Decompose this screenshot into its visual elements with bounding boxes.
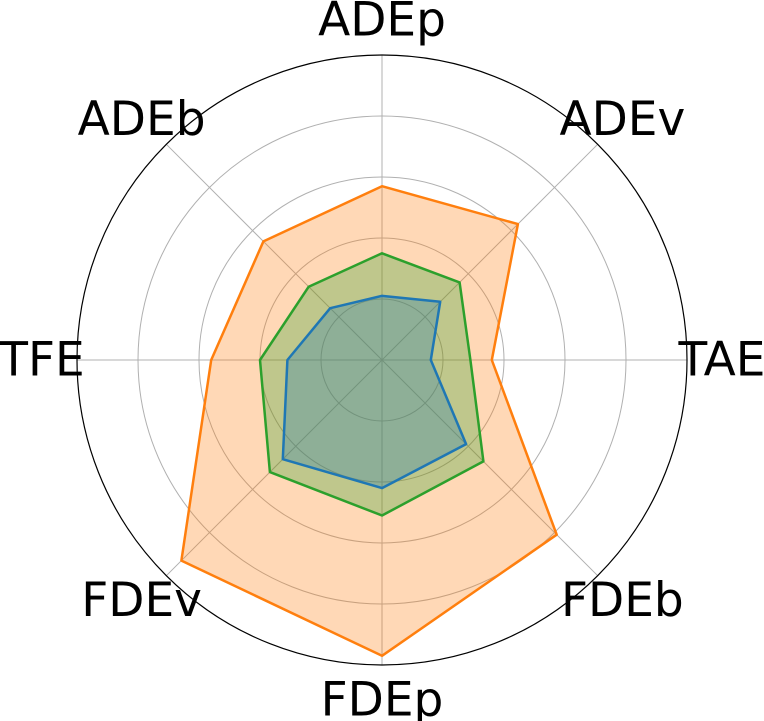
axis-label-ADEb: ADEb [78,92,206,147]
series-3-line [281,294,468,490]
spoke-ADEv [381,143,599,361]
spoke-FDEb [381,359,599,577]
spoke-ADEb [165,143,383,361]
spoke-FDEv [165,359,383,577]
axis-label-ADEv: ADEv [559,92,685,147]
series-3-area [282,295,467,489]
series-1-line [180,184,558,658]
axis-label-TFE: TFE [0,333,85,388]
series-2-area [260,253,484,516]
axis-label-FDEb: FDEb [561,573,684,628]
series-layer [180,184,558,658]
axis-label-ADEp: ADEp [318,0,446,48]
grid-layer [77,55,687,665]
outer-frame [76,54,688,666]
axis-label-TAE: TAE [678,333,764,388]
axis-label-FDEv: FDEv [81,573,202,628]
series-2-line [258,252,485,517]
axis-label-FDEp: FDEp [321,673,444,721]
